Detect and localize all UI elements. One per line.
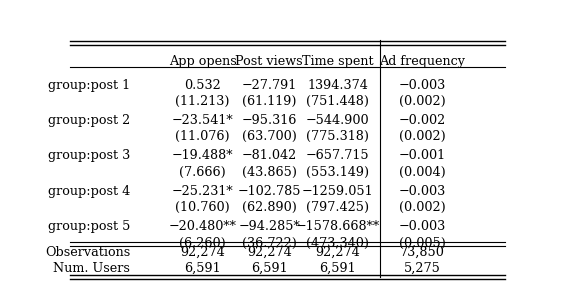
Text: (43.865): (43.865): [242, 166, 297, 179]
Text: (0.002): (0.002): [399, 201, 445, 214]
Text: group:post 2: group:post 2: [48, 114, 130, 127]
Text: 92,274: 92,274: [180, 246, 225, 258]
Text: (36.722): (36.722): [242, 237, 297, 250]
Text: (7.666): (7.666): [180, 166, 226, 179]
Text: −657.715: −657.715: [306, 149, 369, 162]
Text: group:post 5: group:post 5: [48, 220, 130, 233]
Text: (775.318): (775.318): [306, 130, 369, 143]
Text: 6,591: 6,591: [185, 262, 221, 275]
Text: (11.213): (11.213): [176, 95, 230, 108]
Text: −81.042: −81.042: [242, 149, 297, 162]
Text: −95.316: −95.316: [242, 114, 297, 127]
Text: (797.425): (797.425): [306, 201, 369, 214]
Text: Observations: Observations: [45, 246, 130, 258]
Text: 5,275: 5,275: [404, 262, 441, 275]
Text: −0.003: −0.003: [399, 79, 446, 92]
Text: (751.448): (751.448): [306, 95, 369, 108]
Text: 6,591: 6,591: [319, 262, 356, 275]
Text: 73,850: 73,850: [400, 246, 445, 258]
Text: −0.003: −0.003: [399, 220, 446, 233]
Text: App opens: App opens: [169, 55, 237, 68]
Text: (11.076): (11.076): [176, 130, 230, 143]
Text: group:post 4: group:post 4: [48, 185, 130, 198]
Text: −0.002: −0.002: [399, 114, 446, 127]
Text: −94.285*: −94.285*: [238, 220, 300, 233]
Text: −102.785: −102.785: [237, 185, 301, 198]
Text: Num. Users: Num. Users: [53, 262, 130, 275]
Text: −19.488*: −19.488*: [172, 149, 233, 162]
Text: −20.480**: −20.480**: [169, 220, 237, 233]
Text: (62.890): (62.890): [242, 201, 297, 214]
Text: −0.003: −0.003: [399, 185, 446, 198]
Text: (0.004): (0.004): [399, 166, 445, 179]
Text: −23.541*: −23.541*: [172, 114, 233, 127]
Text: (473.340): (473.340): [306, 237, 369, 250]
Text: (0.005): (0.005): [399, 237, 446, 250]
Text: (6.260): (6.260): [180, 237, 226, 250]
Text: Time spent: Time spent: [302, 55, 373, 68]
Text: group:post 1: group:post 1: [48, 79, 130, 92]
Text: −0.001: −0.001: [399, 149, 446, 162]
Text: 92,274: 92,274: [247, 246, 292, 258]
Text: −27.791: −27.791: [242, 79, 297, 92]
Text: 92,274: 92,274: [315, 246, 360, 258]
Text: (10.760): (10.760): [176, 201, 230, 214]
Text: 1394.374: 1394.374: [307, 79, 368, 92]
Text: −544.900: −544.900: [306, 114, 369, 127]
Text: group:post 3: group:post 3: [48, 149, 130, 162]
Text: (63.700): (63.700): [242, 130, 297, 143]
Text: −1259.051: −1259.051: [302, 185, 373, 198]
Text: −25.231*: −25.231*: [172, 185, 233, 198]
Text: 0.532: 0.532: [185, 79, 221, 92]
Text: −1578.668**: −1578.668**: [296, 220, 380, 233]
Text: Ad frequency: Ad frequency: [379, 55, 465, 68]
Text: (553.149): (553.149): [306, 166, 369, 179]
Text: 6,591: 6,591: [251, 262, 288, 275]
Text: (0.002): (0.002): [399, 95, 445, 108]
Text: Post views: Post views: [236, 55, 303, 68]
Text: (61.119): (61.119): [242, 95, 297, 108]
Text: (0.002): (0.002): [399, 130, 445, 143]
